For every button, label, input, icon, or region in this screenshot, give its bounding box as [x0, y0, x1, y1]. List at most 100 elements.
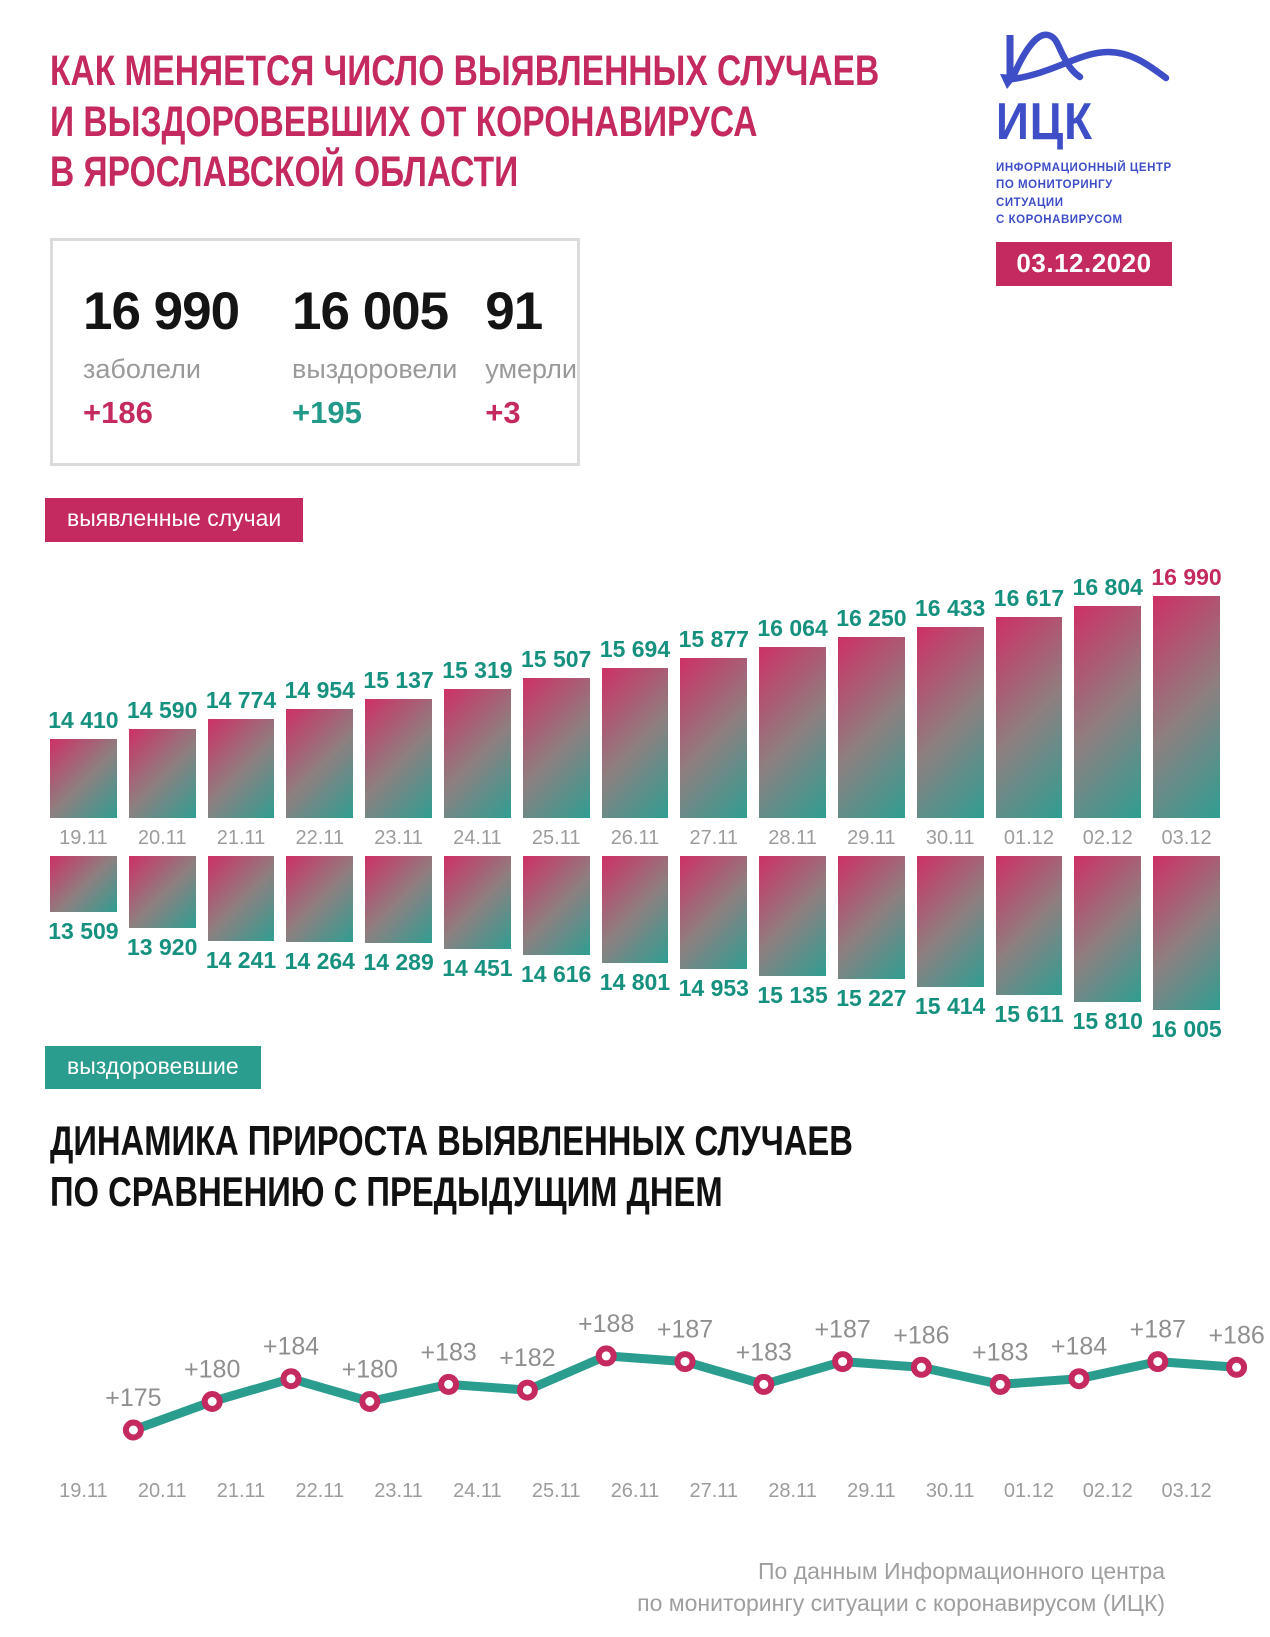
bar: [1074, 605, 1142, 818]
bar-value-label: 13 920: [127, 933, 198, 960]
bar-column: 16 804: [1073, 550, 1143, 818]
bar-column: 14 801: [599, 855, 671, 996]
growth-point-label: +182: [499, 1344, 555, 1372]
bar-column: 16 990: [1151, 550, 1222, 818]
growth-point-label: +183: [736, 1339, 792, 1367]
bar: [365, 855, 432, 943]
bar-value-label: 15 694: [599, 635, 671, 662]
bar: [601, 667, 669, 818]
bar-value-label: 15 877: [678, 625, 749, 652]
detected-cases-bars: 14 410 14 590 14 774 14 954 15 137 15 319 15 5…: [48, 550, 1222, 818]
growth-point-marker: [1226, 1357, 1248, 1379]
growth-title-line-1: Динамика прироста выявленных случаев: [50, 1116, 853, 1164]
growth-point-label: +183: [420, 1339, 476, 1367]
stat-recovered: 16 005 выздоровели +195: [292, 281, 485, 431]
date-tick-label: 02.12: [1082, 826, 1133, 849]
growth-point-marker: [753, 1374, 775, 1396]
bar: [443, 855, 511, 949]
growth-point-label: +184: [1051, 1333, 1107, 1361]
bar-value-label: 14 241: [205, 946, 277, 973]
bar-value-label: 15 507: [521, 645, 592, 672]
bar: [50, 855, 117, 912]
bar: [522, 677, 590, 818]
date-tick-label: 29.11: [847, 1480, 896, 1503]
bar-value-label: 15 611: [994, 1000, 1064, 1027]
bar-value-label: 15 810: [1072, 1007, 1143, 1034]
bar-value-label: 16 250: [836, 604, 907, 631]
bar-column: 14 451: [442, 855, 513, 982]
growth-point-marker: [1068, 1368, 1090, 1390]
growth-point-marker: [516, 1379, 538, 1401]
bar: [995, 616, 1063, 818]
bar-value-label: 14 289: [363, 948, 434, 975]
bar: [522, 855, 590, 955]
bar-column: 14 616: [521, 855, 591, 988]
bar-column: 15 135: [757, 855, 828, 1009]
bar: [995, 855, 1063, 995]
date-tick-label: 23.11: [374, 1480, 423, 1503]
page-title-line-3: в Ярославской области: [50, 148, 519, 197]
bar-value-label: 16 005: [1151, 1015, 1222, 1042]
bar: [443, 688, 511, 818]
bar-value-label: 16 990: [1151, 563, 1222, 590]
date-tick-label: 22.11: [295, 826, 345, 849]
growth-point-marker: [359, 1391, 381, 1413]
bar-value-label: 15 135: [757, 981, 828, 1008]
bar-column: 13 920: [127, 855, 198, 961]
deaths-label: умерли: [485, 354, 577, 385]
bar-value-label: 15 414: [914, 992, 986, 1019]
deaths-delta: +3: [485, 395, 521, 431]
bar: [759, 646, 826, 818]
bar-value-label: 15 137: [363, 666, 434, 693]
bar-value-label: 14 451: [442, 954, 513, 981]
bar-column: 16 064: [757, 550, 828, 818]
cumulative-bars-chart: 14 410 14 590 14 774 14 954 15 137 15 319 15 5…: [48, 550, 1222, 1042]
bar-column: 15 877: [678, 550, 749, 818]
bar-column: 14 241: [205, 855, 277, 974]
bar: [680, 657, 748, 818]
date-tick-label: 24.11: [453, 826, 502, 849]
bar-column: 15 137: [363, 550, 434, 818]
page-title-line-2: и выздоровевших от коронавируса: [50, 97, 758, 146]
growth-point-marker: [280, 1368, 302, 1390]
date-tick-label: 28.11: [768, 826, 817, 849]
bar-column: 14 289: [363, 855, 434, 976]
growth-point-label: +187: [1130, 1316, 1186, 1344]
date-tick-label: 19.11: [59, 826, 108, 849]
recovered-badge: выздоровевшие: [45, 1045, 261, 1089]
bar-column: 15 611: [994, 855, 1064, 1028]
date-tick-label: 24.11: [453, 1480, 502, 1503]
date-tick-label: 26.11: [610, 1480, 660, 1503]
bar-column: 15 227: [836, 855, 907, 1012]
header: Как меняется число выявленных случаев и …: [0, 0, 1270, 286]
bar-column: 14 590: [127, 550, 197, 818]
bar-value-label: 14 774: [205, 686, 277, 713]
bar: [286, 855, 354, 942]
bar: [207, 718, 275, 818]
bar: [286, 708, 354, 818]
bar-value-label: 16 064: [757, 614, 828, 641]
growth-point-marker: [122, 1419, 144, 1441]
bar-chart-date-axis: 19.11 20.11 21.11 22.11 23.11 24.11 25.11 26.11…: [50, 827, 1220, 850]
summary-stats-box: 16 990 заболели +186 16 005 выздоровели …: [50, 238, 580, 467]
growth-point-label: +180: [184, 1356, 240, 1384]
bar-column: 15 319: [442, 550, 513, 818]
date-tick-label: 02.12: [1082, 1480, 1133, 1503]
date-tick-label: 03.12: [1161, 826, 1212, 849]
bar: [207, 855, 275, 941]
data-source-note: По данным Информационного центра по мони…: [50, 1555, 1165, 1619]
logo-subtitle: ИНФОРМАЦИОННЫЙ ЦЕНТР ПО МОНИТОРИНГУ СИТУ…: [996, 162, 1172, 226]
date-tick-label: 25.11: [531, 826, 581, 849]
bar-value-label: 16 617: [993, 584, 1065, 611]
date-tick-label: 29.11: [847, 826, 896, 849]
growth-point-marker: [1147, 1351, 1169, 1373]
date-tick-label: 25.11: [531, 1480, 581, 1503]
detected-cases-badge: выявленные случаи: [45, 498, 304, 542]
bar-value-label: 15 319: [442, 656, 513, 683]
bar-value-label: 13 509: [48, 917, 119, 944]
bar-value-label: 16 433: [914, 594, 986, 621]
bar-value-label: 14 801: [599, 968, 671, 995]
line-chart-date-axis: 19.11 20.11 21.11 22.11 23.11 24.11 25.11 26.11…: [50, 1480, 1220, 1503]
bar: [601, 855, 669, 963]
growth-point-marker: [438, 1374, 460, 1396]
